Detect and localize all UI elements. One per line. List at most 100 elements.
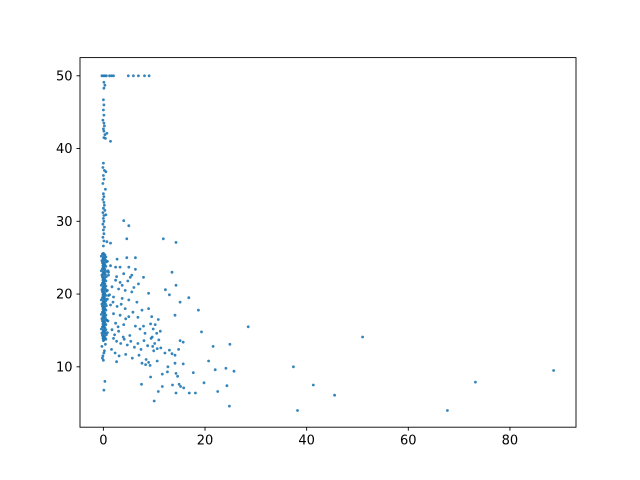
data-point (118, 281, 122, 284)
data-point (177, 348, 181, 351)
data-point (99, 254, 103, 258)
data-point (112, 337, 115, 340)
data-point (120, 297, 124, 300)
data-point (174, 391, 178, 395)
data-point (168, 348, 171, 352)
data-point (157, 338, 161, 342)
data-point (213, 368, 217, 372)
data-point (102, 201, 106, 204)
data-point (101, 356, 104, 360)
data-point (112, 312, 115, 316)
data-point (191, 371, 195, 374)
data-point (129, 339, 133, 343)
data-point (113, 333, 116, 337)
data-point (115, 305, 119, 308)
data-point (124, 353, 128, 356)
data-point (124, 317, 128, 321)
data-point (103, 83, 107, 87)
y-tick-label: 30 (56, 215, 73, 230)
data-point (151, 327, 155, 331)
data-point (115, 275, 118, 278)
data-point (132, 286, 136, 289)
data-point (134, 267, 137, 271)
data-point (194, 391, 197, 395)
data-point (114, 321, 117, 325)
data-point (113, 351, 117, 355)
data-point (110, 285, 114, 289)
data-point (114, 265, 117, 269)
data-point (102, 351, 106, 355)
data-point (103, 225, 106, 229)
data-point (224, 366, 228, 370)
data-point (104, 342, 107, 346)
data-point (143, 74, 146, 78)
plot-area (79, 57, 577, 428)
data-point (127, 298, 131, 302)
data-point (130, 356, 134, 360)
data-point (207, 359, 211, 363)
data-point (106, 331, 109, 334)
data-point (102, 388, 106, 392)
data-point (136, 315, 140, 319)
data-point (200, 330, 203, 334)
data-point (164, 288, 167, 292)
data-point (102, 283, 106, 286)
scatter-points (99, 74, 555, 412)
data-point (232, 369, 236, 373)
data-point (108, 74, 111, 78)
data-point (225, 384, 229, 388)
data-point (114, 278, 117, 282)
data-point (117, 287, 120, 291)
data-point (102, 129, 106, 133)
data-point (115, 360, 118, 364)
data-point (105, 240, 109, 244)
data-point (173, 313, 177, 317)
data-point (146, 344, 150, 348)
data-point (102, 161, 105, 165)
data-point (102, 244, 105, 248)
data-point (115, 339, 118, 343)
data-point (138, 327, 142, 331)
data-point (187, 296, 191, 300)
data-point (103, 133, 107, 137)
data-point (102, 195, 106, 199)
data-point (112, 74, 115, 78)
data-point (187, 391, 191, 395)
data-point (153, 323, 157, 326)
data-point (119, 302, 123, 306)
data-point (147, 307, 151, 310)
data-point (102, 358, 105, 362)
data-point (170, 352, 174, 356)
x-tick-label: 80 (502, 434, 519, 449)
data-point (142, 324, 145, 328)
data-point (152, 399, 156, 403)
data-point (110, 74, 113, 78)
data-point (102, 192, 105, 196)
data-point (133, 345, 136, 349)
data-point (109, 264, 112, 268)
data-point (125, 343, 129, 347)
data-point (102, 297, 106, 301)
data-point (105, 333, 108, 337)
data-point (147, 361, 151, 364)
data-point (130, 273, 134, 277)
data-point (99, 269, 103, 273)
x-tick-label: 60 (400, 434, 417, 449)
data-point (104, 137, 107, 140)
axes-frame (79, 57, 577, 428)
data-point (140, 308, 144, 312)
data-point (116, 325, 120, 329)
data-point (150, 315, 154, 318)
data-point (102, 98, 105, 102)
data-point (292, 365, 295, 369)
data-point (228, 404, 231, 408)
data-point (178, 339, 182, 342)
data-point (99, 298, 103, 302)
data-point (122, 323, 126, 326)
data-point (118, 265, 122, 269)
data-point (296, 409, 299, 412)
data-point (132, 74, 135, 78)
data-point (137, 282, 140, 286)
data-point (102, 239, 106, 243)
data-point (102, 339, 105, 342)
